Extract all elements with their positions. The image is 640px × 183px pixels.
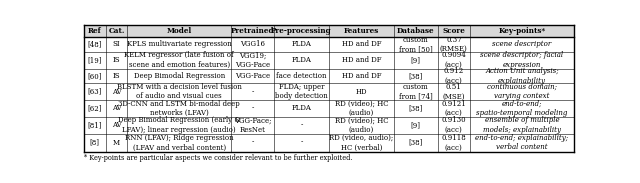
Text: SI: SI bbox=[113, 40, 120, 48]
Text: Cat.: Cat. bbox=[108, 27, 125, 35]
Text: AV: AV bbox=[112, 88, 122, 96]
Text: Action Unit analysis;
explainability: Action Unit analysis; explainability bbox=[485, 67, 559, 85]
Text: [19]: [19] bbox=[88, 56, 102, 64]
Text: -: - bbox=[252, 139, 254, 147]
Text: FLDA: FLDA bbox=[292, 104, 312, 113]
Text: end-to-end; explainability;
verbal content: end-to-end; explainability; verbal conte… bbox=[476, 134, 568, 151]
Text: VGG16: VGG16 bbox=[240, 40, 265, 48]
Text: [48]: [48] bbox=[88, 40, 102, 48]
Text: 0.9094
(acc): 0.9094 (acc) bbox=[442, 51, 466, 69]
Text: ensemble of multiple
models; explainability: ensemble of multiple models; explainabil… bbox=[483, 116, 561, 134]
Text: AV: AV bbox=[112, 104, 122, 113]
Text: [81]: [81] bbox=[88, 121, 102, 129]
Text: HD: HD bbox=[356, 88, 367, 96]
Text: 0.37
(RMSE): 0.37 (RMSE) bbox=[440, 36, 468, 53]
Text: scene descriptor: scene descriptor bbox=[492, 40, 552, 48]
Bar bbox=[84, 25, 573, 37]
Text: custom
from [50]: custom from [50] bbox=[399, 36, 433, 53]
Text: FLDA: FLDA bbox=[292, 56, 312, 64]
Text: Pre-processing: Pre-processing bbox=[271, 27, 332, 35]
Text: 0.9130
(acc): 0.9130 (acc) bbox=[442, 116, 466, 134]
Text: 0.51
(MSE): 0.51 (MSE) bbox=[443, 83, 465, 100]
Text: Deep Bimodal Regression: Deep Bimodal Regression bbox=[134, 72, 225, 80]
Text: -: - bbox=[300, 139, 303, 147]
Text: [8]: [8] bbox=[90, 139, 100, 147]
Text: Key-points*: Key-points* bbox=[499, 27, 545, 35]
Text: AV: AV bbox=[112, 121, 122, 129]
Text: KELM regressor (late fusion of
scene and emotion features): KELM regressor (late fusion of scene and… bbox=[124, 51, 234, 69]
Text: VGG-Face: VGG-Face bbox=[235, 72, 270, 80]
Text: Score: Score bbox=[442, 27, 465, 35]
Text: custom
from [74]: custom from [74] bbox=[399, 83, 433, 100]
Text: IS: IS bbox=[113, 56, 120, 64]
Text: [38]: [38] bbox=[408, 104, 423, 113]
Text: [63]: [63] bbox=[88, 88, 102, 96]
Text: continuous domain;
varying context: continuous domain; varying context bbox=[487, 83, 557, 100]
Text: -: - bbox=[300, 121, 303, 129]
Text: VGG-Face;
ResNet: VGG-Face; ResNet bbox=[234, 116, 271, 134]
Text: [9]: [9] bbox=[411, 121, 420, 129]
Text: HD and DF: HD and DF bbox=[342, 72, 381, 80]
Text: RD (video); HC
(audio): RD (video); HC (audio) bbox=[335, 100, 388, 117]
Text: HD and DF: HD and DF bbox=[342, 40, 381, 48]
Text: RD (video, audio);
HC (verbal): RD (video, audio); HC (verbal) bbox=[329, 134, 394, 151]
Text: [38]: [38] bbox=[408, 139, 423, 147]
Text: [9]: [9] bbox=[411, 56, 420, 64]
Text: FLDA: FLDA bbox=[292, 40, 312, 48]
Text: FLDA; upper
body detection: FLDA; upper body detection bbox=[275, 83, 328, 100]
Text: -: - bbox=[252, 104, 254, 113]
Text: Database: Database bbox=[397, 27, 435, 35]
Text: BLSTM with a decision level fusion
of audio and visual cues: BLSTM with a decision level fusion of au… bbox=[116, 83, 241, 100]
Text: * Key-points are particular aspects we consider relevant to be further exploited: * Key-points are particular aspects we c… bbox=[84, 154, 353, 162]
Text: VGG19;
VGG-Face: VGG19; VGG-Face bbox=[235, 51, 270, 69]
Text: 3D-CNN and LSTM bi-modal deep
networks (LFAV): 3D-CNN and LSTM bi-modal deep networks (… bbox=[118, 100, 240, 117]
Text: end-to-end;
spatio-temporal modeling: end-to-end; spatio-temporal modeling bbox=[476, 100, 568, 117]
Text: Pretrained: Pretrained bbox=[231, 27, 275, 35]
Text: [62]: [62] bbox=[88, 104, 102, 113]
Text: face detection: face detection bbox=[276, 72, 327, 80]
Text: IS: IS bbox=[113, 72, 120, 80]
Text: -: - bbox=[252, 88, 254, 96]
Text: RNN (LFAV); Ridge regression
(LFAV and verbal content): RNN (LFAV); Ridge regression (LFAV and v… bbox=[125, 134, 234, 151]
Text: RD (video); HC
(audio): RD (video); HC (audio) bbox=[335, 116, 388, 134]
Text: Features: Features bbox=[344, 27, 379, 35]
Text: Ref: Ref bbox=[88, 27, 102, 35]
Text: 0.912
(acc): 0.912 (acc) bbox=[444, 67, 464, 85]
Text: [60]: [60] bbox=[88, 72, 102, 80]
Text: M: M bbox=[113, 139, 120, 147]
Text: Deep Bimodal Regression (early &
LFAV); linear regression (audio): Deep Bimodal Regression (early & LFAV); … bbox=[118, 116, 241, 134]
Text: HD and DF: HD and DF bbox=[342, 56, 381, 64]
Text: Model: Model bbox=[166, 27, 192, 35]
Text: 0.9118
(acc): 0.9118 (acc) bbox=[442, 134, 466, 151]
Text: scene descriptor; facial
expression: scene descriptor; facial expression bbox=[480, 51, 563, 69]
Text: KPLS multivariate regression: KPLS multivariate regression bbox=[127, 40, 232, 48]
Text: [38]: [38] bbox=[408, 72, 423, 80]
Text: 0.9121
(acc): 0.9121 (acc) bbox=[442, 100, 466, 117]
